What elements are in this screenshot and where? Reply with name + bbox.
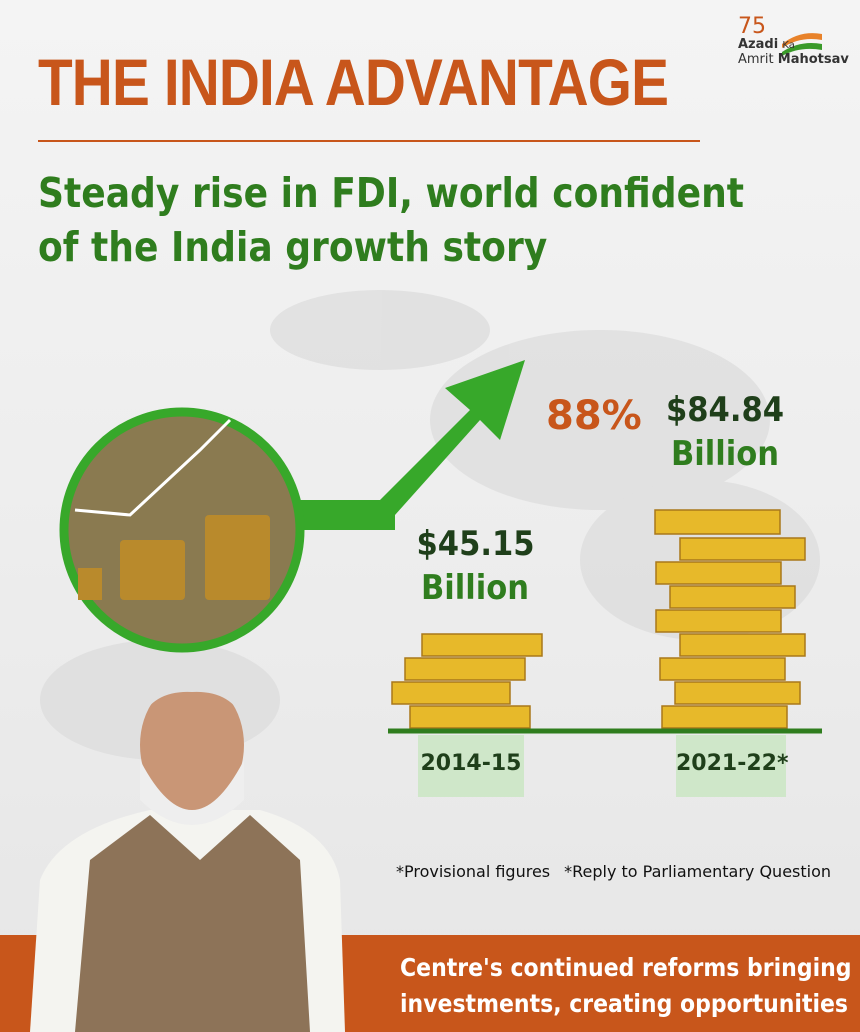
note: *Provisional figures (396, 862, 551, 881)
subtitle: Steady rise in FDI, world confident of t… (38, 166, 744, 274)
note: *Reply to Parliamentary Question (564, 862, 832, 881)
logo-text: Azadi (738, 37, 779, 52)
unit: Billion (670, 434, 780, 474)
amount-label: $45.15 Billion (416, 522, 535, 610)
growth-percent: 88% (546, 393, 642, 439)
coin-stack-2014 (391, 633, 543, 729)
amount-label: $84.84 Billion (662, 388, 788, 476)
notes: *Provisional figures *Reply to Parliament… (396, 862, 845, 881)
subtitle-line: of the India growth story (38, 223, 548, 271)
growth-arrow (300, 360, 525, 530)
footer-text: Centre's continued reforms bringing inve… (400, 950, 852, 1022)
period-label: 2021-22* (676, 735, 788, 797)
amount: $84.84 (665, 390, 785, 430)
footer-line: Centre's continued reforms bringing (400, 953, 852, 982)
subtitle-line: Steady rise in FDI, world confident (38, 169, 745, 217)
logo-text: Amrit (738, 52, 774, 67)
unit: Billion (420, 568, 530, 608)
coin-stack-2021 (654, 509, 806, 729)
footer-line: investments, creating opportunities (400, 989, 849, 1018)
period-label: 2014-15 (418, 735, 524, 797)
logo-number: 75 (738, 14, 766, 39)
title: THE INDIA ADVANTAGE (38, 45, 669, 119)
logo-text: Mahotsav (777, 52, 849, 67)
logo-mark (782, 33, 822, 56)
portrait (30, 674, 345, 1032)
logo-text: Ka (782, 40, 795, 51)
photo-coins (78, 515, 270, 600)
photo-trend (74, 418, 232, 517)
amount: $45.15 (416, 524, 535, 564)
logo: 75 Azadi Ka Amrit Mahotsav (738, 16, 849, 67)
